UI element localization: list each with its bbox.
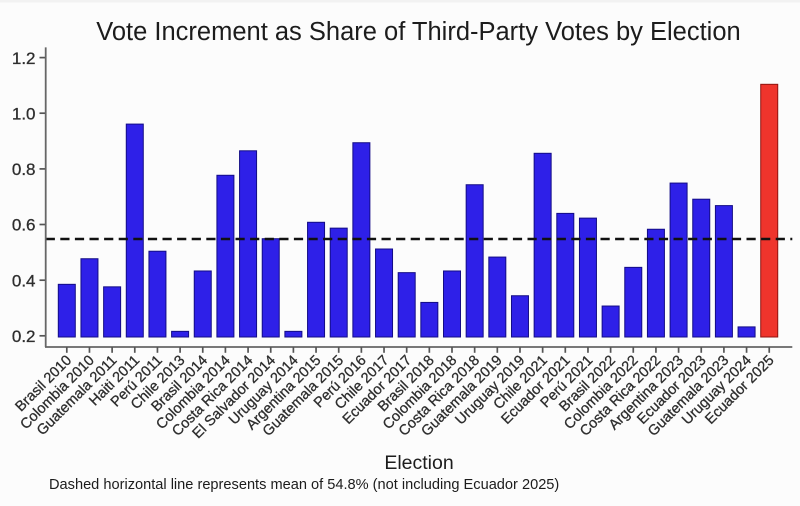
svg-text:Election: Election bbox=[384, 452, 453, 474]
svg-text:Dashed horizontal line represe: Dashed horizontal line represents mean o… bbox=[49, 477, 559, 493]
svg-text:Vote Increment as Share of Thi: Vote Increment as Share of Third-Party V… bbox=[96, 18, 740, 46]
svg-text:1.2: 1.2 bbox=[12, 49, 36, 68]
svg-text:0.2: 0.2 bbox=[12, 327, 36, 346]
svg-text:0.4: 0.4 bbox=[12, 271, 36, 290]
svg-text:0.6: 0.6 bbox=[12, 216, 36, 235]
svg-text:1.0: 1.0 bbox=[12, 104, 36, 123]
svg-text:0.8: 0.8 bbox=[12, 160, 36, 179]
